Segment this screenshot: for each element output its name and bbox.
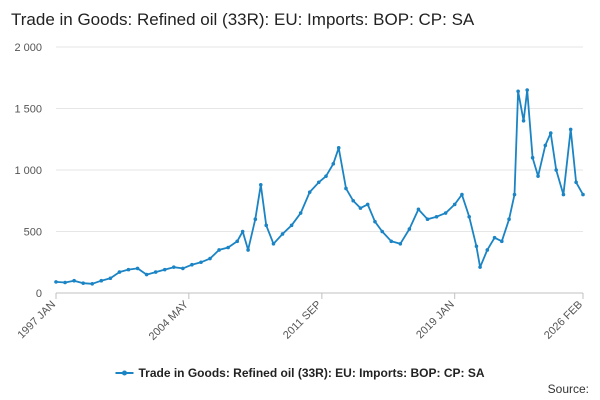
data-point[interactable] [536, 174, 540, 178]
data-point[interactable] [226, 245, 230, 250]
data-point[interactable] [485, 248, 490, 252]
y-tick-label: 1 000 [14, 165, 42, 177]
data-point[interactable] [389, 239, 394, 244]
data-point[interactable] [117, 270, 122, 274]
data-point[interactable] [235, 239, 240, 244]
legend[interactable]: Trade in Goods: Refined oil (33R): EU: I… [115, 366, 485, 380]
data-point[interactable] [258, 182, 263, 187]
data-point[interactable] [561, 192, 566, 197]
data-point[interactable] [126, 267, 131, 272]
data-point[interactable] [543, 143, 548, 148]
y-axis-ticks: 0 500 1 000 1 500 2 000 [14, 42, 42, 300]
data-point[interactable] [162, 267, 167, 272]
data-point[interactable] [373, 219, 377, 224]
data-point[interactable] [425, 217, 430, 221]
x-tick-label: 1997 JAN [15, 299, 58, 342]
data-point[interactable] [208, 256, 212, 261]
data-point[interactable] [144, 272, 149, 277]
data-point[interactable] [407, 227, 412, 231]
data-point[interactable] [336, 146, 341, 150]
data-point[interactable] [280, 232, 285, 236]
legend-marker [121, 370, 127, 376]
data-point[interactable] [365, 202, 370, 207]
data-point[interactable] [271, 242, 276, 246]
data-point[interactable] [108, 276, 113, 281]
source-label: Source: [548, 382, 589, 396]
data-point[interactable] [253, 217, 258, 221]
data-point[interactable] [452, 202, 457, 207]
data-point[interactable] [199, 260, 203, 265]
data-point[interactable] [581, 192, 585, 197]
legend-label: Trade in Goods: Refined oil (33R): EU: I… [138, 366, 484, 380]
data-point[interactable] [54, 280, 58, 284]
data-point[interactable] [398, 242, 403, 246]
data-point[interactable] [521, 119, 526, 123]
data-point[interactable] [217, 248, 221, 252]
data-point[interactable] [574, 180, 578, 185]
x-tick-label: 2019 JAN [414, 299, 457, 342]
data-point[interactable] [507, 217, 511, 221]
data-point[interactable] [181, 266, 185, 271]
data-point[interactable] [81, 281, 85, 285]
x-tick-label: 2011 SEP [281, 299, 324, 342]
data-point[interactable] [516, 89, 520, 94]
data-point[interactable] [358, 206, 363, 210]
data-point[interactable] [316, 180, 321, 185]
data-point[interactable] [512, 192, 517, 197]
data-point[interactable] [460, 192, 464, 197]
series-line [55, 89, 584, 285]
y-tick-label: 1 500 [14, 104, 42, 116]
data-point[interactable] [351, 198, 356, 203]
y-tick-label: 0 [36, 288, 42, 300]
y-tick-label: 2 000 [14, 42, 42, 54]
data-point[interactable] [324, 174, 328, 178]
data-point[interactable] [530, 155, 535, 160]
data-point[interactable] [264, 223, 269, 228]
data-point[interactable] [416, 207, 421, 212]
data-point[interactable] [478, 265, 482, 269]
data-point[interactable] [99, 278, 104, 283]
data-point[interactable] [467, 214, 471, 219]
data-point[interactable] [434, 214, 439, 219]
x-tick-label: 2026 FEB [542, 299, 585, 342]
data-point[interactable] [554, 168, 558, 172]
grid-lines [56, 46, 583, 294]
data-point[interactable] [525, 88, 529, 92]
data-point[interactable] [443, 211, 448, 215]
data-point[interactable] [331, 162, 336, 166]
data-point[interactable] [90, 281, 95, 286]
data-point[interactable] [171, 265, 176, 269]
data-point[interactable] [190, 262, 194, 267]
x-axis: 1997 JAN 2004 MAY 2011 SEP 2019 JAN 2026 FEB [15, 292, 585, 343]
y-tick-label: 500 [24, 227, 42, 239]
data-point[interactable] [289, 223, 294, 228]
data-point[interactable] [492, 235, 497, 240]
data-point[interactable] [246, 248, 250, 252]
data-point[interactable] [135, 266, 140, 271]
data-point[interactable] [474, 244, 479, 249]
data-point[interactable] [307, 190, 312, 194]
data-point[interactable] [298, 211, 303, 215]
data-point[interactable] [568, 127, 573, 132]
data-point[interactable] [72, 278, 76, 283]
x-tick-label: 2004 MAY [147, 298, 192, 343]
series-layer [54, 88, 585, 286]
data-point[interactable] [500, 239, 504, 244]
data-point[interactable] [344, 186, 348, 191]
data-point[interactable] [380, 229, 385, 234]
data-point[interactable] [240, 229, 245, 234]
data-point[interactable] [548, 131, 553, 135]
data-point[interactable] [63, 280, 67, 285]
data-point[interactable] [153, 270, 158, 274]
chart-title: Trade in Goods: Refined oil (33R): EU: I… [11, 10, 475, 29]
